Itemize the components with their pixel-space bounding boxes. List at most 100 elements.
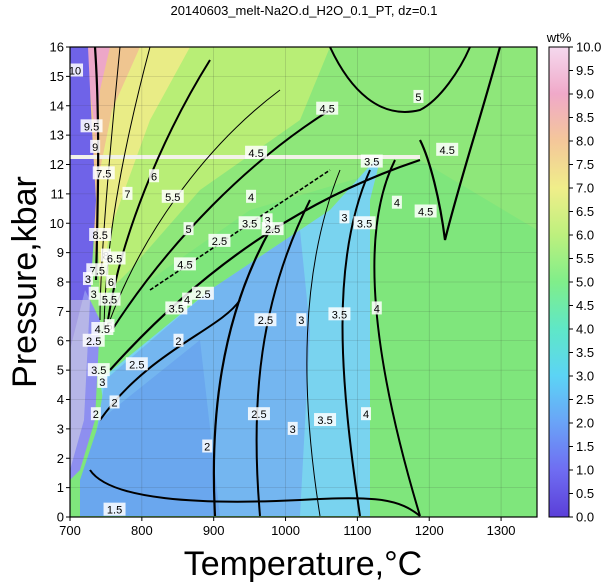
y-tick-label: 4 [57,392,64,407]
y-tick-label: 2 [57,451,64,466]
contour-label-bg [90,407,101,421]
contour-label: 2 [202,439,213,454]
contour-label-bg [90,139,101,153]
chart-title: 20140603_melt-Na2O.d_H2O_0.1_PT, dz=0.1 [170,3,437,18]
contour-label: 4.5 [91,322,114,336]
y-tick-label: 5 [57,363,64,378]
contour-label-text: 1.5 [107,505,122,517]
contour-label: 5.5 [98,292,121,307]
contour-label: 2.5 [261,222,284,236]
contour-label-text: 9 [92,142,98,154]
contour-label-text: 6.5 [107,254,122,266]
y-tick-label: 12 [50,157,64,172]
horizontal-artifact-line [70,155,420,159]
contour-label-text: 2 [111,397,117,409]
contour-label: 10 [67,63,84,78]
colorbar-tick-label: 5.0 [576,275,594,290]
colorbar-tick-label: 3.5 [576,345,594,360]
y-tick-label: 9 [57,245,64,260]
contour-label-text: 4.5 [320,104,335,116]
contour-label-text: 3 [341,212,347,224]
blue-region [80,340,220,516]
contour-label: 3.5 [87,363,110,377]
colorbar-tick-label: 1.0 [576,463,594,478]
contour-label-text: 3.5 [364,157,379,169]
contour-label-bg [165,301,188,315]
contour-label-bg [67,63,84,77]
contour-label-text: 4 [363,409,369,421]
contour-label-text: 3 [91,289,97,301]
contour-label-text: 3 [85,274,91,286]
colorbar-ticks: 0.0 0.5 1.0 1.5 2.0 2.5 3.0 3.5 4.0 4.5 5.0 5.5 6.0 6… [569,40,601,525]
colorbar-tick-label: 2.5 [576,392,594,407]
contour-label-text: 3 [298,315,304,327]
y-tick-label: 0 [57,510,64,525]
contour-label-bg [122,186,133,200]
contour-label-text: 4 [394,198,400,210]
contour-label: 3 [339,210,350,224]
x-tick-label: 1100 [343,523,371,538]
x-tick-label: 1200 [415,523,444,538]
contour-label: 4.5 [316,101,339,116]
contour-label-text: 2 [204,442,210,454]
contour-label: 6 [105,275,116,289]
x-tick-label: 1000 [271,523,300,538]
contour-label-bg [246,189,257,203]
colorbar-tick-label: 7.0 [576,181,594,196]
contour-label-text: 7 [124,189,130,201]
contour-label-text: 2 [175,336,181,348]
contour-label-text: 3.5 [357,218,372,230]
contour-label-text: 10 [69,66,81,78]
y-axis-label: Pressure,kbar [6,176,44,388]
contour-line-4 [107,59,211,321]
colorbar-tick-label: 4.0 [576,322,594,337]
contour-label-bg [353,216,376,230]
contour-label: 2.5 [191,286,214,301]
contour-label: 4 [246,189,257,204]
x-tick-label: 800 [131,523,153,538]
contour-label: 2.5 [125,357,148,371]
contour-label: 4.5 [436,142,459,157]
contour-label-text: 5 [185,224,191,236]
contour-label: 3 [88,286,99,301]
contour-label-text: 4.5 [248,148,263,160]
contour-label-bg [436,142,459,156]
contour-line-9 [341,169,371,517]
colorbar-tick-label: 9.5 [576,63,594,78]
contour-label-bg [247,407,270,421]
contour-label: 3.5 [314,413,337,427]
colorbar-tick-label: 10.0 [576,40,601,55]
contour-label: 2.5 [247,407,270,421]
contour-label: 3.5 [165,301,188,315]
contour-label-text: 8.5 [93,230,108,242]
contour-label: 2.5 [254,313,277,327]
contour-label-bg [261,222,284,236]
contour-line-1 [93,47,100,281]
contour-label: 2.5 [208,233,231,248]
contour-label: 6.5 [103,251,126,266]
contour-line-11 [255,199,311,517]
contour-label: 6 [149,169,160,183]
contour-label-bg [109,395,120,409]
contour-label-bg [103,251,126,265]
contour-label-text: 2 [93,409,99,421]
contour-label: 3.5 [353,216,376,230]
contour-label-bg [339,210,350,224]
contour-label-text: 4.5 [95,324,110,336]
contour-label-bg [80,119,103,133]
contour-label-bg [413,89,424,103]
contour-label-bg [91,322,114,335]
colorbar-tick-label: 7.5 [576,157,594,172]
contour-label-text: 2.5 [258,315,273,327]
colorbar-label: wt% [546,30,572,45]
contour-label-bg [191,286,214,300]
contour-line-13 [89,469,421,517]
contour-label: 9.5 [80,119,103,133]
orange-region [88,47,140,260]
contour-label-bg [245,145,268,159]
contour-label: 2.5 [82,333,105,348]
contour-label: 5 [183,222,194,236]
y-tick-label: 3 [57,421,64,436]
